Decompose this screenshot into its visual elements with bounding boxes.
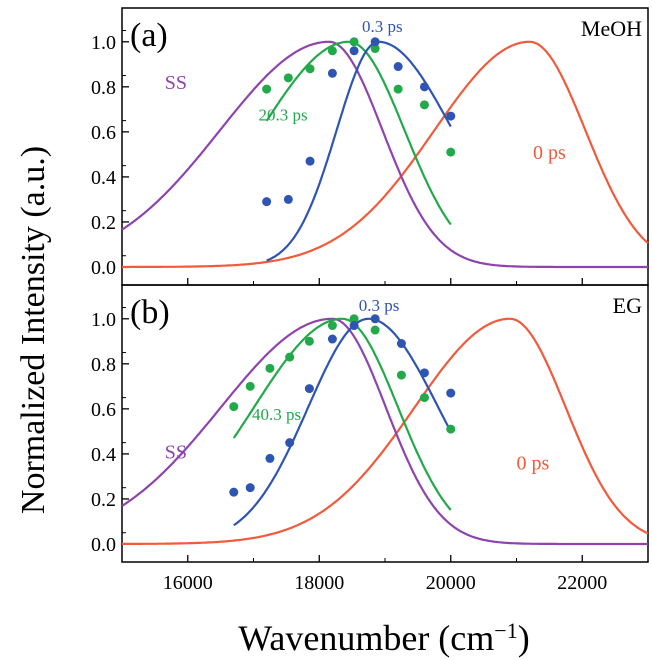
x-axis-title-main: Wavenumber (cm (238, 618, 494, 658)
series-ss-line (121, 40, 648, 269)
label-early: 0.3 ps (362, 17, 403, 36)
series-late-fit-line (265, 40, 452, 226)
y-tick-label: 1.0 (91, 309, 116, 331)
panel-label: (b) (130, 294, 170, 331)
y-tick-label: 0.6 (91, 122, 116, 144)
y-tick-label: 0.8 (91, 77, 116, 99)
series-late-point (370, 44, 380, 54)
series-early-point (393, 62, 403, 72)
series-early-point (229, 487, 239, 497)
series-late-point (283, 73, 293, 83)
y-tick-label: 0.0 (91, 534, 116, 556)
y-tick-label: 0.4 (91, 167, 116, 189)
panels-group: 0.0 0.2 0.4 0.6 0.8 1.0 (a) MeOH SS 0 ps 0.3 ps 20.… (91, 7, 649, 563)
series-late-point (370, 325, 380, 335)
series-late-point (265, 363, 275, 373)
panel-a: 0.0 0.2 0.4 0.6 0.8 1.0 (a) MeOH SS 0 ps 0.3 ps 20.… (91, 7, 649, 286)
series-late-point (327, 46, 337, 56)
label-late: 20.3 ps (259, 106, 308, 125)
series-late-point (419, 100, 429, 110)
series-late-point (349, 314, 359, 324)
y-tick-label: 0.0 (91, 257, 116, 279)
series-early-point (419, 368, 429, 378)
panel-label: (a) (130, 17, 168, 54)
series-late-point (419, 393, 429, 403)
series-early-point (304, 384, 314, 394)
series-early-point (370, 37, 380, 47)
y-tick-label: 0.8 (91, 354, 116, 376)
series-late-point (446, 424, 456, 434)
x-tick-label: 20000 (426, 572, 476, 594)
series-early-point (327, 334, 337, 344)
label-ss: SS (165, 441, 187, 463)
series-0ps-line (122, 317, 649, 545)
x-tick-label: 22000 (557, 572, 607, 594)
series-early-point (349, 321, 359, 331)
x-axis: 16000 18000 20000 22000 (163, 572, 608, 594)
y-tick-label: 0.2 (91, 489, 116, 511)
series-early-point (446, 111, 456, 121)
x-axis-title: Wavenumber (cm−1) (238, 618, 529, 659)
series-early-point (285, 438, 295, 448)
series-early-point (245, 483, 255, 493)
y-tick-label: 1.0 (91, 32, 116, 54)
series-ss-line (121, 317, 648, 546)
series-early-point (262, 197, 272, 207)
label-0ps: 0 ps (517, 453, 550, 475)
panel-b: 0.0 0.2 0.4 0.6 0.8 1.0 (b) EG SS 0 ps 0.3 ps 40.3 … (91, 284, 649, 563)
series-early-point (265, 453, 275, 463)
series-late-point (229, 402, 239, 412)
label-ss: SS (165, 72, 187, 94)
series-late-point (396, 370, 406, 380)
y-axis-title: Normalized Intensity (a.u.) (15, 146, 52, 514)
series-late-point (285, 352, 295, 362)
plot-frame (121, 7, 649, 286)
x-tick-label: 16000 (163, 572, 213, 594)
series-late-point (327, 321, 337, 331)
plot-frame (121, 284, 649, 563)
series-early-point (419, 82, 429, 92)
series-late-point (349, 37, 359, 47)
x-tick-label: 18000 (294, 572, 344, 594)
series-early-point (283, 194, 293, 204)
series-early-point (396, 339, 406, 349)
label-0ps: 0 ps (533, 142, 566, 164)
series-early-point (327, 68, 337, 78)
label-late: 40.3 ps (252, 405, 301, 424)
solvent-label: MeOH (581, 16, 642, 41)
y-tick-label: 0.2 (91, 212, 116, 234)
series-early-point (446, 388, 456, 398)
series-early-point (349, 46, 359, 56)
series-late-point (262, 84, 272, 94)
series-late-point (304, 336, 314, 346)
series-late-point (245, 381, 255, 391)
y-tick-label: 0.6 (91, 399, 116, 421)
series-early-point (370, 314, 380, 324)
label-early: 0.3 ps (359, 296, 400, 315)
series-late-point (305, 64, 315, 74)
series-0ps-line (122, 40, 649, 269)
x-axis-title-sup: −1 (494, 618, 517, 643)
solvent-label: EG (613, 293, 642, 318)
series-late-fit-line (232, 317, 452, 511)
series-late-point (393, 84, 403, 94)
series-early-point (305, 156, 315, 166)
x-axis-title-close: ) (518, 618, 530, 658)
series-early-fit-line (233, 317, 452, 527)
series-late-point (446, 147, 456, 157)
series-early-fit-line (266, 40, 452, 262)
y-tick-label: 0.4 (91, 444, 116, 466)
